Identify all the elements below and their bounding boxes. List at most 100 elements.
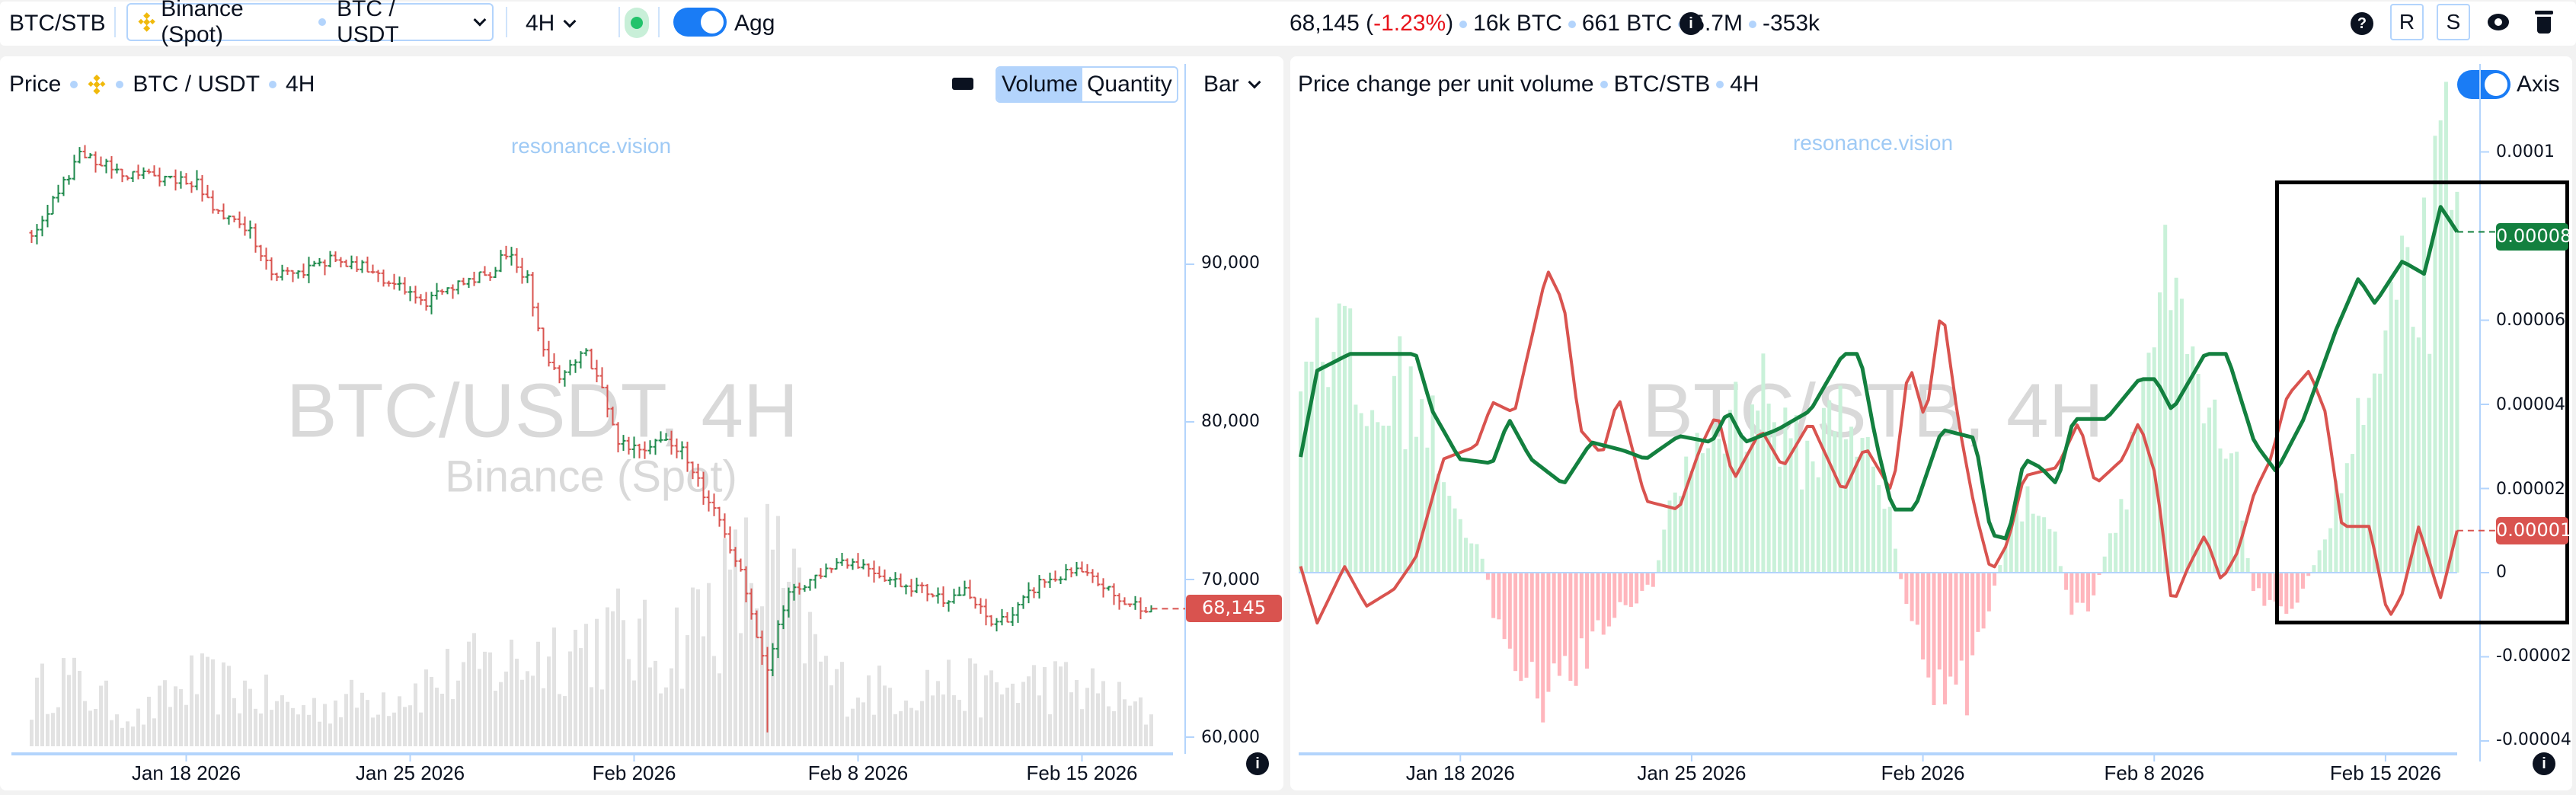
histogram-bar — [2416, 337, 2421, 573]
histogram-bar — [2179, 299, 2184, 573]
volume-bar — [104, 680, 108, 746]
histogram-bar — [1464, 538, 1468, 573]
ruler-icon[interactable] — [952, 78, 973, 90]
dot-separator — [1459, 21, 1468, 29]
histogram-bar — [2015, 509, 2018, 573]
volume-bar — [1037, 695, 1041, 746]
histogram-bar — [1695, 433, 1699, 573]
histogram-bar — [2317, 550, 2322, 573]
watermark: BTC/USDT, 4H — [286, 368, 799, 454]
timeframe-dropdown[interactable]: 4H — [526, 2, 582, 46]
s-button[interactable]: S — [2437, 4, 2470, 40]
histogram-bar — [2080, 573, 2085, 603]
chart-type-dropdown[interactable]: Bar — [1203, 65, 1267, 104]
histogram-bar — [1541, 573, 1545, 723]
price-change: -1.23% — [1373, 11, 1446, 36]
histogram-bar — [2427, 353, 2432, 573]
exchange-pair-dropdown[interactable]: Binance (Spot) BTC / USDT — [126, 0, 494, 47]
volume-bar — [1059, 666, 1063, 746]
histogram-bar — [2075, 573, 2079, 603]
histogram-bar — [1337, 303, 1341, 573]
volume-bar — [291, 707, 295, 746]
histogram-bar — [1750, 404, 1754, 573]
histogram-bar — [1529, 573, 1534, 662]
info-icon[interactable]: i — [1246, 752, 1269, 775]
live-status-button[interactable] — [625, 8, 649, 38]
volume-stat-2: 661 BTC — [1581, 11, 1673, 36]
histogram-bar — [2443, 81, 2448, 573]
volume-bar — [339, 717, 343, 746]
histogram-bar — [1370, 410, 1375, 573]
red-series-line — [1299, 270, 2459, 625]
histogram-bar — [2108, 533, 2112, 573]
histogram-bar — [1376, 422, 1380, 573]
histogram-bar — [1678, 496, 1683, 573]
volume-bar — [371, 717, 375, 746]
y-tick-label: 70,000 — [1201, 570, 1260, 589]
agg-toggle[interactable] — [673, 8, 727, 37]
volume-bar — [925, 669, 929, 746]
histogram-bar — [1342, 305, 1347, 573]
histogram-bar — [2279, 573, 2284, 607]
histogram-bar — [1838, 385, 1843, 573]
volume-bar — [1144, 724, 1148, 746]
volume-bar — [142, 724, 145, 746]
histogram-bar — [1497, 573, 1501, 620]
histogram-bar — [1893, 548, 1897, 573]
histogram-bar — [1420, 399, 1424, 573]
info-icon[interactable]: i — [1680, 12, 1702, 35]
volume-bar — [600, 689, 604, 746]
volume-bar — [472, 633, 476, 746]
volume-bar — [909, 707, 913, 746]
volume-bar — [1043, 667, 1047, 746]
histogram-bar — [2102, 556, 2107, 573]
volume-quantity-toggle[interactable]: Volume Quantity — [996, 66, 1178, 103]
volume-bar — [35, 677, 39, 746]
volume-stat: 16k BTC — [1473, 11, 1562, 36]
volume-bar — [200, 653, 204, 746]
histogram-bar — [1959, 573, 1964, 661]
volume-bar — [174, 686, 177, 746]
histogram-bar — [2394, 299, 2399, 573]
volume-bar — [659, 693, 663, 746]
indicator-pair: BTC/STB — [1613, 72, 1711, 97]
histogram-bar — [2036, 516, 2041, 573]
eye-icon[interactable] — [2488, 14, 2509, 30]
x-tick-label: Jan 25 2026 — [355, 761, 465, 784]
histogram-bar — [2114, 532, 2118, 573]
volume-bar — [941, 694, 945, 746]
seg-quantity[interactable]: Quantity — [1087, 72, 1172, 97]
volume-bar — [851, 708, 855, 746]
histogram-bar — [1800, 489, 1804, 573]
r-button[interactable]: R — [2390, 4, 2424, 40]
help-icon[interactable]: ? — [2351, 12, 2373, 35]
histogram-bar — [1635, 573, 1639, 604]
volume-bar — [824, 656, 828, 746]
trash-icon[interactable] — [2535, 11, 2553, 35]
axis-toggle[interactable] — [2457, 70, 2510, 99]
histogram-bar — [1932, 573, 1936, 705]
histogram-bar — [2405, 247, 2410, 573]
volume-bar — [1048, 714, 1052, 746]
volume-bar — [1011, 683, 1015, 746]
histogram-bar — [2361, 425, 2366, 573]
histogram-bar — [2157, 292, 2162, 573]
histogram-bar — [1403, 449, 1408, 573]
histogram-bar — [1645, 573, 1650, 585]
volume-bar — [648, 667, 652, 746]
histogram-bar — [1689, 471, 1694, 573]
histogram-bar — [1993, 573, 1997, 586]
volume-bar — [99, 685, 103, 746]
histogram-bar — [2064, 573, 2069, 590]
volume-bar — [488, 652, 492, 746]
histogram-bar — [1585, 573, 1590, 669]
volume-bar — [1139, 697, 1143, 746]
histogram-bar — [1943, 573, 1948, 705]
histogram-bar — [1386, 426, 1391, 573]
histogram-bar — [1882, 509, 1887, 573]
info-icon[interactable]: i — [2533, 752, 2555, 775]
seg-volume[interactable]: Volume — [997, 68, 1083, 101]
volume-bar — [1112, 710, 1116, 746]
volume-bar — [163, 680, 167, 746]
histogram-bar — [1954, 573, 1958, 685]
